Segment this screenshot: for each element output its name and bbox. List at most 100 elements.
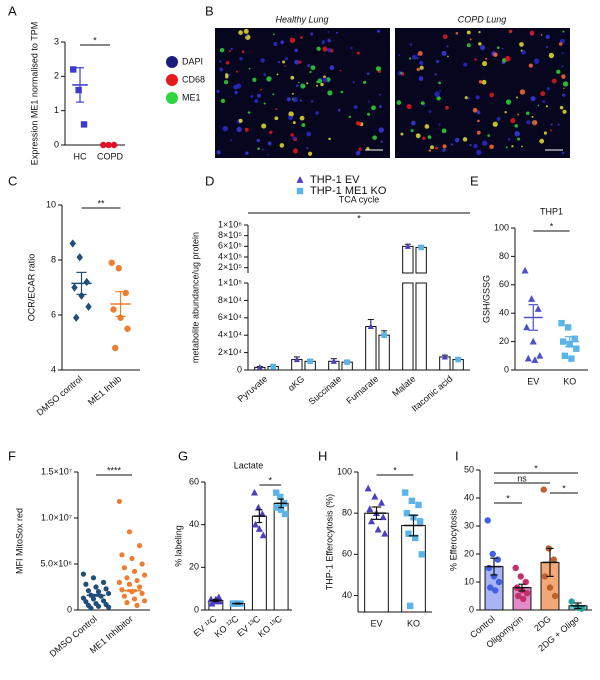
point (534, 305, 542, 312)
y-tick-label: 3 (54, 36, 59, 46)
cell (371, 105, 376, 111)
point (134, 602, 140, 609)
point (494, 556, 501, 563)
cell (236, 126, 242, 132)
x-tick-label: KO (563, 376, 576, 386)
cell (519, 89, 526, 95)
cell (227, 73, 231, 77)
point (441, 353, 448, 360)
x-tick-label: Itaconic acid (410, 374, 455, 414)
cell (245, 34, 248, 37)
legend-label: CD68 (182, 74, 205, 84)
cell (372, 135, 377, 140)
point (119, 587, 125, 593)
cell (300, 83, 306, 89)
cell (350, 46, 353, 50)
cell (526, 120, 531, 125)
cell (327, 90, 333, 96)
cell (292, 136, 296, 140)
point (80, 121, 88, 128)
cell (474, 58, 477, 61)
cell (254, 99, 259, 104)
point (70, 66, 77, 73)
cell (442, 144, 447, 149)
point (561, 352, 569, 359)
cell (299, 115, 305, 121)
cell (222, 125, 229, 132)
cell (514, 124, 518, 128)
cell (427, 135, 432, 139)
cell (411, 120, 416, 126)
cell (292, 121, 296, 125)
cell (216, 150, 221, 155)
panel-letter: F (8, 448, 16, 463)
cell (445, 105, 449, 110)
significance-label: **** (107, 465, 122, 475)
point (546, 584, 554, 591)
cell (230, 47, 233, 50)
cell (256, 138, 261, 143)
cell (316, 84, 318, 87)
x-tick-label: Fumarate (344, 374, 380, 406)
cell (529, 30, 535, 36)
point (75, 86, 82, 94)
cell (481, 79, 487, 85)
point (136, 584, 143, 590)
cell (469, 38, 472, 41)
point (100, 598, 107, 604)
y-tick-label: 60 (342, 549, 352, 559)
cell (475, 95, 480, 100)
cell (367, 112, 371, 116)
cell (297, 81, 300, 84)
point (418, 244, 424, 251)
point (85, 302, 92, 311)
significance-label: * (93, 35, 97, 45)
cell (546, 87, 550, 91)
cell (397, 70, 403, 76)
cell (441, 50, 447, 56)
cell (505, 99, 512, 105)
cell (477, 119, 480, 123)
cell (561, 151, 565, 155)
y-tick-label: 20 (464, 548, 474, 558)
point (73, 313, 80, 322)
y-tick-label: 40 (499, 308, 509, 318)
cell (275, 108, 278, 111)
cell (380, 140, 383, 144)
point (558, 319, 565, 327)
cell (241, 50, 245, 54)
cell (322, 46, 328, 52)
legend-swatch (296, 187, 304, 195)
cell (434, 146, 438, 150)
y-tick-label: 10 (464, 576, 474, 586)
bar (364, 512, 389, 613)
cell (266, 153, 269, 156)
y-tick-label: 6×10⁴ (218, 312, 242, 322)
point (403, 509, 411, 517)
cell (505, 55, 511, 62)
x-tick-label: ME1 Inhib (86, 374, 123, 408)
y-axis-label: GSH/GSSG (481, 275, 491, 323)
cell (292, 148, 299, 154)
y-tick-label: 1.0×10⁷ (41, 512, 72, 522)
y-axis-label: THP-1 Efferocytosis (%) (324, 494, 334, 590)
point (344, 359, 350, 365)
y-tick-label: 60 (499, 279, 509, 289)
cell (269, 130, 273, 135)
significance-label: * (357, 213, 361, 223)
cell (467, 96, 470, 100)
point (520, 595, 527, 602)
cell (290, 133, 294, 137)
cell (219, 60, 222, 63)
point (139, 590, 145, 597)
cell (454, 137, 460, 143)
point (551, 592, 559, 600)
cell (219, 47, 225, 53)
point (124, 325, 131, 332)
cell (279, 143, 285, 148)
point (83, 277, 90, 287)
cell (420, 101, 425, 105)
point (83, 599, 89, 605)
cell (292, 98, 294, 100)
cell (321, 42, 324, 45)
